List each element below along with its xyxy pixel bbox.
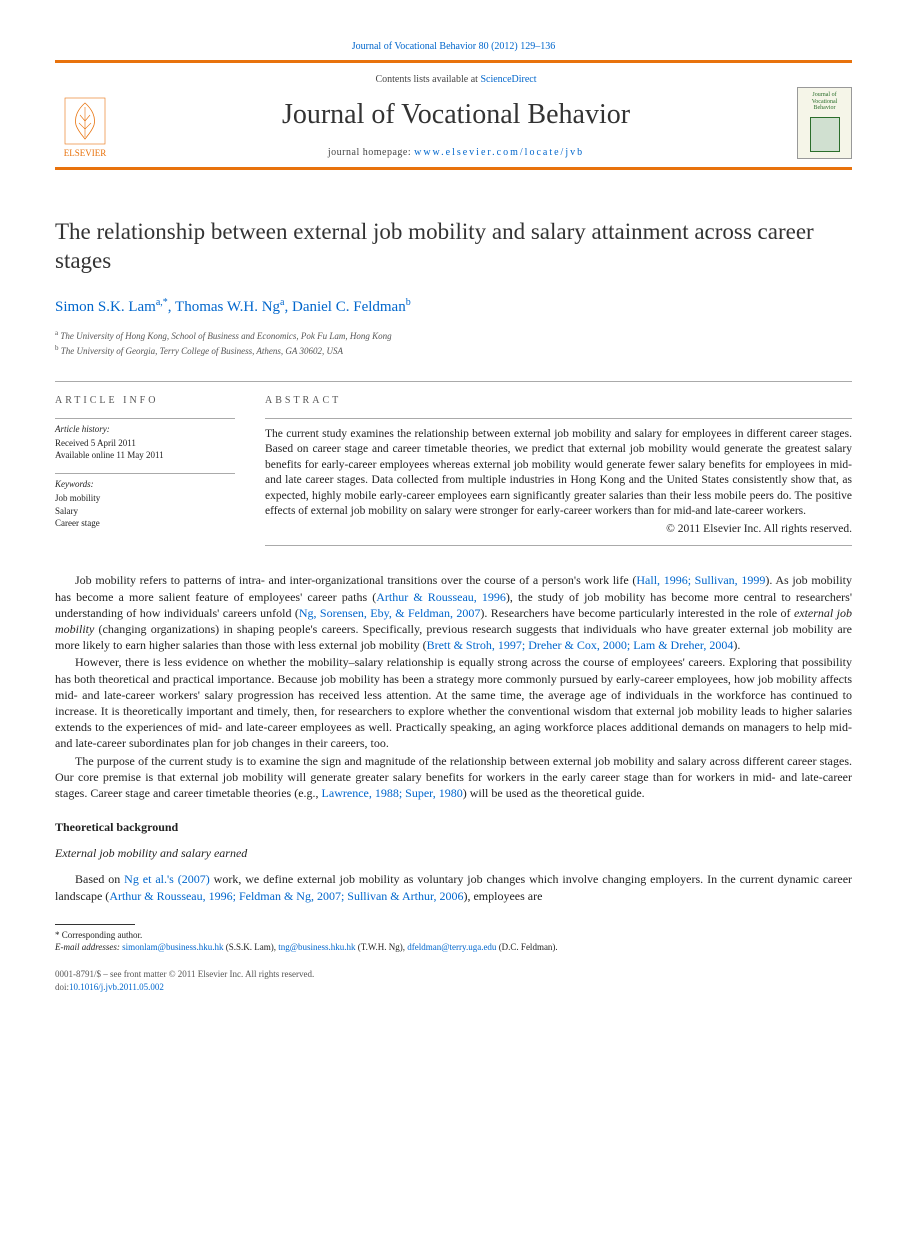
author-link-2[interactable]: , Thomas W.H. Ng <box>168 299 280 315</box>
p4-text-a: Based on <box>75 872 124 886</box>
cite-lawrence-super[interactable]: Lawrence, 1988; Super, 1980 <box>322 786 463 800</box>
affiliation-a: The University of Hong Kong, School of B… <box>60 331 391 341</box>
abstract-body: The current study examines the relations… <box>265 428 852 518</box>
online-date: Available online 11 May 2011 <box>55 449 235 461</box>
p1-text-a: Job mobility refers to patterns of intra… <box>75 573 636 587</box>
header-citation: Journal of Vocational Behavior 80 (2012)… <box>55 40 852 54</box>
corresponding-author-note: * Corresponding author. <box>55 929 852 942</box>
issn-copyright-line: 0001-8791/$ – see front matter © 2011 El… <box>55 968 852 981</box>
masthead-center: Contents lists available at ScienceDirec… <box>127 73 785 160</box>
info-abstract-row: ARTICLE INFO Article history: Received 5… <box>55 381 852 546</box>
p3-text-b: ) will be used as the theoretical guide. <box>463 786 645 800</box>
abstract-copyright: © 2011 Elsevier Inc. All rights reserved… <box>265 522 852 538</box>
abstract-text: The current study examines the relations… <box>265 418 852 547</box>
cite-arthur-rousseau[interactable]: Arthur & Rousseau, 1996 <box>376 590 506 604</box>
cite-arthur-feldman-sullivan[interactable]: Arthur & Rousseau, 1996; Feldman & Ng, 2… <box>109 889 463 903</box>
journal-name: Journal of Vocational Behavior <box>127 96 785 134</box>
elsevier-logo[interactable]: ELSEVIER <box>55 89 115 159</box>
homepage-link[interactable]: www.elsevier.com/locate/jvb <box>414 147 584 158</box>
footnotes: * Corresponding author. E-mail addresses… <box>55 929 852 954</box>
body-section: Job mobility refers to patterns of intra… <box>55 572 852 903</box>
article-title: The relationship between external job mo… <box>55 218 852 276</box>
article-history-block: Article history: Received 5 April 2011 A… <box>55 418 235 461</box>
author-link-3[interactable]: , Daniel C. Feldman <box>284 299 405 315</box>
citation-link[interactable]: Journal of Vocational Behavior 80 (2012)… <box>352 41 556 52</box>
doi-link[interactable]: 10.1016/j.jvb.2011.05.002 <box>69 982 164 992</box>
homepage-prefix: journal homepage: <box>328 147 414 158</box>
cover-thumbnail[interactable]: Journal of Vocational Behavior <box>797 87 852 159</box>
email-label: E-mail addresses: <box>55 942 120 952</box>
keyword-3: Career stage <box>55 517 235 529</box>
author-affil-sup-1[interactable]: a, <box>156 297 163 308</box>
received-date: Received 5 April 2011 <box>55 437 235 449</box>
intro-paragraph-3: The purpose of the current study is to e… <box>55 753 852 802</box>
theoretical-background-heading: Theoretical background <box>55 819 852 835</box>
abstract-section: ABSTRACT The current study examines the … <box>265 382 852 546</box>
intro-paragraph-1: Job mobility refers to patterns of intra… <box>55 572 852 653</box>
theory-paragraph-1: Based on Ng et al.'s (2007) work, we def… <box>55 871 852 903</box>
abstract-heading: ABSTRACT <box>265 394 852 408</box>
p1-text-d: ). Researchers have become particularly … <box>480 606 794 620</box>
author-link-1[interactable]: Simon S.K. Lam <box>55 299 156 315</box>
intro-paragraph-2: However, there is less evidence on wheth… <box>55 654 852 751</box>
keyword-2: Salary <box>55 505 235 517</box>
authors-line: Simon S.K. Lama,*, Thomas W.H. Nga, Dani… <box>55 296 852 317</box>
email-name-2: (T.W.H. Ng), <box>358 942 405 952</box>
homepage-line: journal homepage: www.elsevier.com/locat… <box>127 146 785 160</box>
masthead: ELSEVIER Contents lists available at Sci… <box>55 60 852 171</box>
affiliations: a The University of Hong Kong, School of… <box>55 329 852 357</box>
doi-prefix: doi: <box>55 982 69 992</box>
contents-prefix: Contents lists available at <box>375 74 480 85</box>
cover-thumb-image <box>810 117 840 152</box>
elsevier-tree-icon <box>64 97 106 145</box>
email-addresses-line: E-mail addresses: simonlam@business.hku.… <box>55 941 852 954</box>
history-label: Article history: <box>55 423 235 435</box>
cite-hall-sullivan[interactable]: Hall, 1996; Sullivan, 1999 <box>636 573 765 587</box>
contents-line: Contents lists available at ScienceDirec… <box>127 73 785 87</box>
sciencedirect-link[interactable]: ScienceDirect <box>480 74 536 85</box>
footnote-separator <box>55 924 135 925</box>
affiliation-b: The University of Georgia, Terry College… <box>61 346 343 356</box>
author-affil-sup-3[interactable]: b <box>406 297 411 308</box>
cover-thumb-title: Journal of Vocational Behavior <box>802 92 847 112</box>
elsevier-label: ELSEVIER <box>64 147 107 159</box>
cite-ng-2007[interactable]: Ng et al.'s (2007) <box>124 872 210 886</box>
keyword-1: Job mobility <box>55 492 235 504</box>
cite-ng-sorensen[interactable]: Ng, Sorensen, Eby, & Feldman, 2007 <box>299 606 481 620</box>
p1-text-f: ). <box>733 638 740 652</box>
doi-line: doi:10.1016/j.jvb.2011.05.002 <box>55 981 852 994</box>
email-name-3: (D.C. Feldman). <box>499 942 558 952</box>
email-link-3[interactable]: dfeldman@terry.uga.edu <box>407 942 496 952</box>
bottom-metadata: 0001-8791/$ – see front matter © 2011 El… <box>55 968 852 993</box>
keywords-label: Keywords: <box>55 478 235 490</box>
p4-text-c: ), employees are <box>463 889 542 903</box>
cite-brett-stroh[interactable]: Brett & Stroh, 1997; Dreher & Cox, 2000;… <box>427 638 734 652</box>
email-link-1[interactable]: simonlam@business.hku.hk <box>122 942 223 952</box>
email-name-1: (S.S.K. Lam), <box>226 942 276 952</box>
external-mobility-subheading: External job mobility and salary earned <box>55 845 852 861</box>
article-info-heading: ARTICLE INFO <box>55 394 235 408</box>
email-link-2[interactable]: tng@business.hku.hk <box>278 942 355 952</box>
keywords-block: Keywords: Job mobility Salary Career sta… <box>55 473 235 529</box>
article-info: ARTICLE INFO Article history: Received 5… <box>55 382 235 546</box>
